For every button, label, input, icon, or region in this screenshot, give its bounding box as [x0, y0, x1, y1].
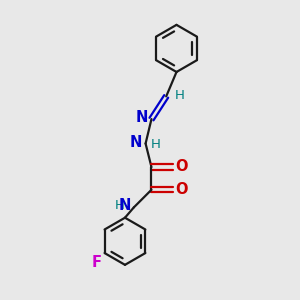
Text: H: H: [151, 138, 161, 151]
Text: N: N: [136, 110, 148, 125]
Text: N: N: [119, 198, 131, 213]
Text: H: H: [174, 89, 184, 102]
Text: N: N: [130, 134, 142, 149]
Text: F: F: [92, 254, 102, 269]
Text: O: O: [175, 182, 188, 197]
Text: O: O: [175, 159, 188, 174]
Text: H: H: [115, 199, 124, 212]
